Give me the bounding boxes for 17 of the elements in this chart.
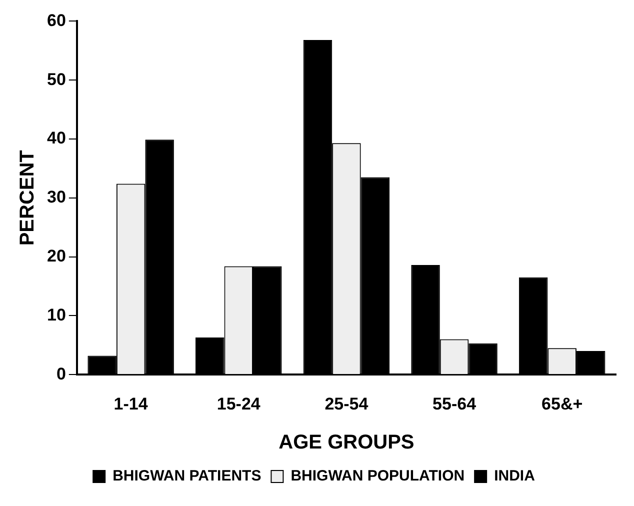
x-tick-label: 1-14 <box>114 394 148 414</box>
x-axis-title: AGE GROUPS <box>278 432 414 454</box>
y-tick-label: 40 <box>46 128 66 148</box>
legend-label: BHIGWAN PATIENTS <box>112 468 262 485</box>
x-tick-label: 25-54 <box>324 394 369 414</box>
legend-label: INDIA <box>494 468 536 485</box>
y-tick-label: 30 <box>46 188 66 207</box>
y-tick-label: 60 <box>46 10 66 30</box>
y-tick-label: 20 <box>46 246 66 266</box>
x-tick-label: 55-64 <box>432 394 477 414</box>
y-tick-label: 10 <box>46 305 66 324</box>
y-tick-label: 0 <box>56 364 66 384</box>
y-axis-title: PERCENT <box>16 150 39 246</box>
x-tick-label: 15-24 <box>216 394 261 414</box>
y-tick-label: 50 <box>46 70 66 89</box>
legend-label: BHIGWAN POPULATION <box>290 468 465 485</box>
x-tick-label: 65&+ <box>542 394 583 414</box>
